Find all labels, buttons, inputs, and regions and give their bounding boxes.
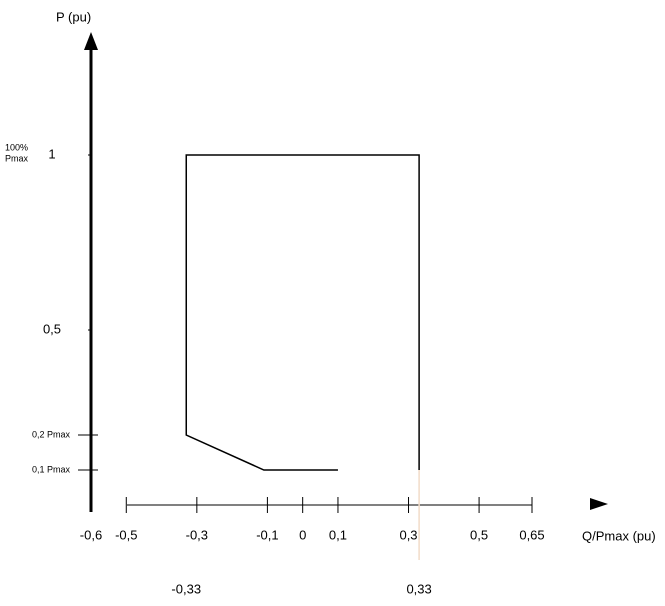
x-axis-label: Q/Pmax (pu) xyxy=(582,528,656,543)
y-note: Pmax xyxy=(5,153,29,163)
x-tick-label: -0,5 xyxy=(115,527,137,542)
x-tick-label: 0,1 xyxy=(329,527,347,542)
x-tick-label: 0,5 xyxy=(470,527,488,542)
y-tick-label: 0,1 Pmax xyxy=(32,464,71,474)
y-axis-arrow xyxy=(84,32,98,50)
x-tick-label: -0,3 xyxy=(186,527,208,542)
annotation: -0,33 xyxy=(171,581,201,596)
x-tick-label: 0,65 xyxy=(519,527,544,542)
y-tick-label: 1 xyxy=(48,146,55,161)
y-note: 100% xyxy=(5,142,28,152)
capability-curve xyxy=(185,154,420,471)
x-tick-label: -0,1 xyxy=(256,527,278,542)
annotation: 0,33 xyxy=(406,581,431,596)
y-axis-label: P (pu) xyxy=(56,9,91,24)
x-tick-label: -0,6 xyxy=(80,527,102,542)
y-tick-label: 0,2 Pmax xyxy=(32,429,71,439)
x-tick-label: 0,3 xyxy=(399,527,417,542)
x-axis-arrow xyxy=(590,498,608,510)
y-tick-label: 0,5 xyxy=(43,321,61,336)
x-tick-label: 0 xyxy=(299,527,306,542)
